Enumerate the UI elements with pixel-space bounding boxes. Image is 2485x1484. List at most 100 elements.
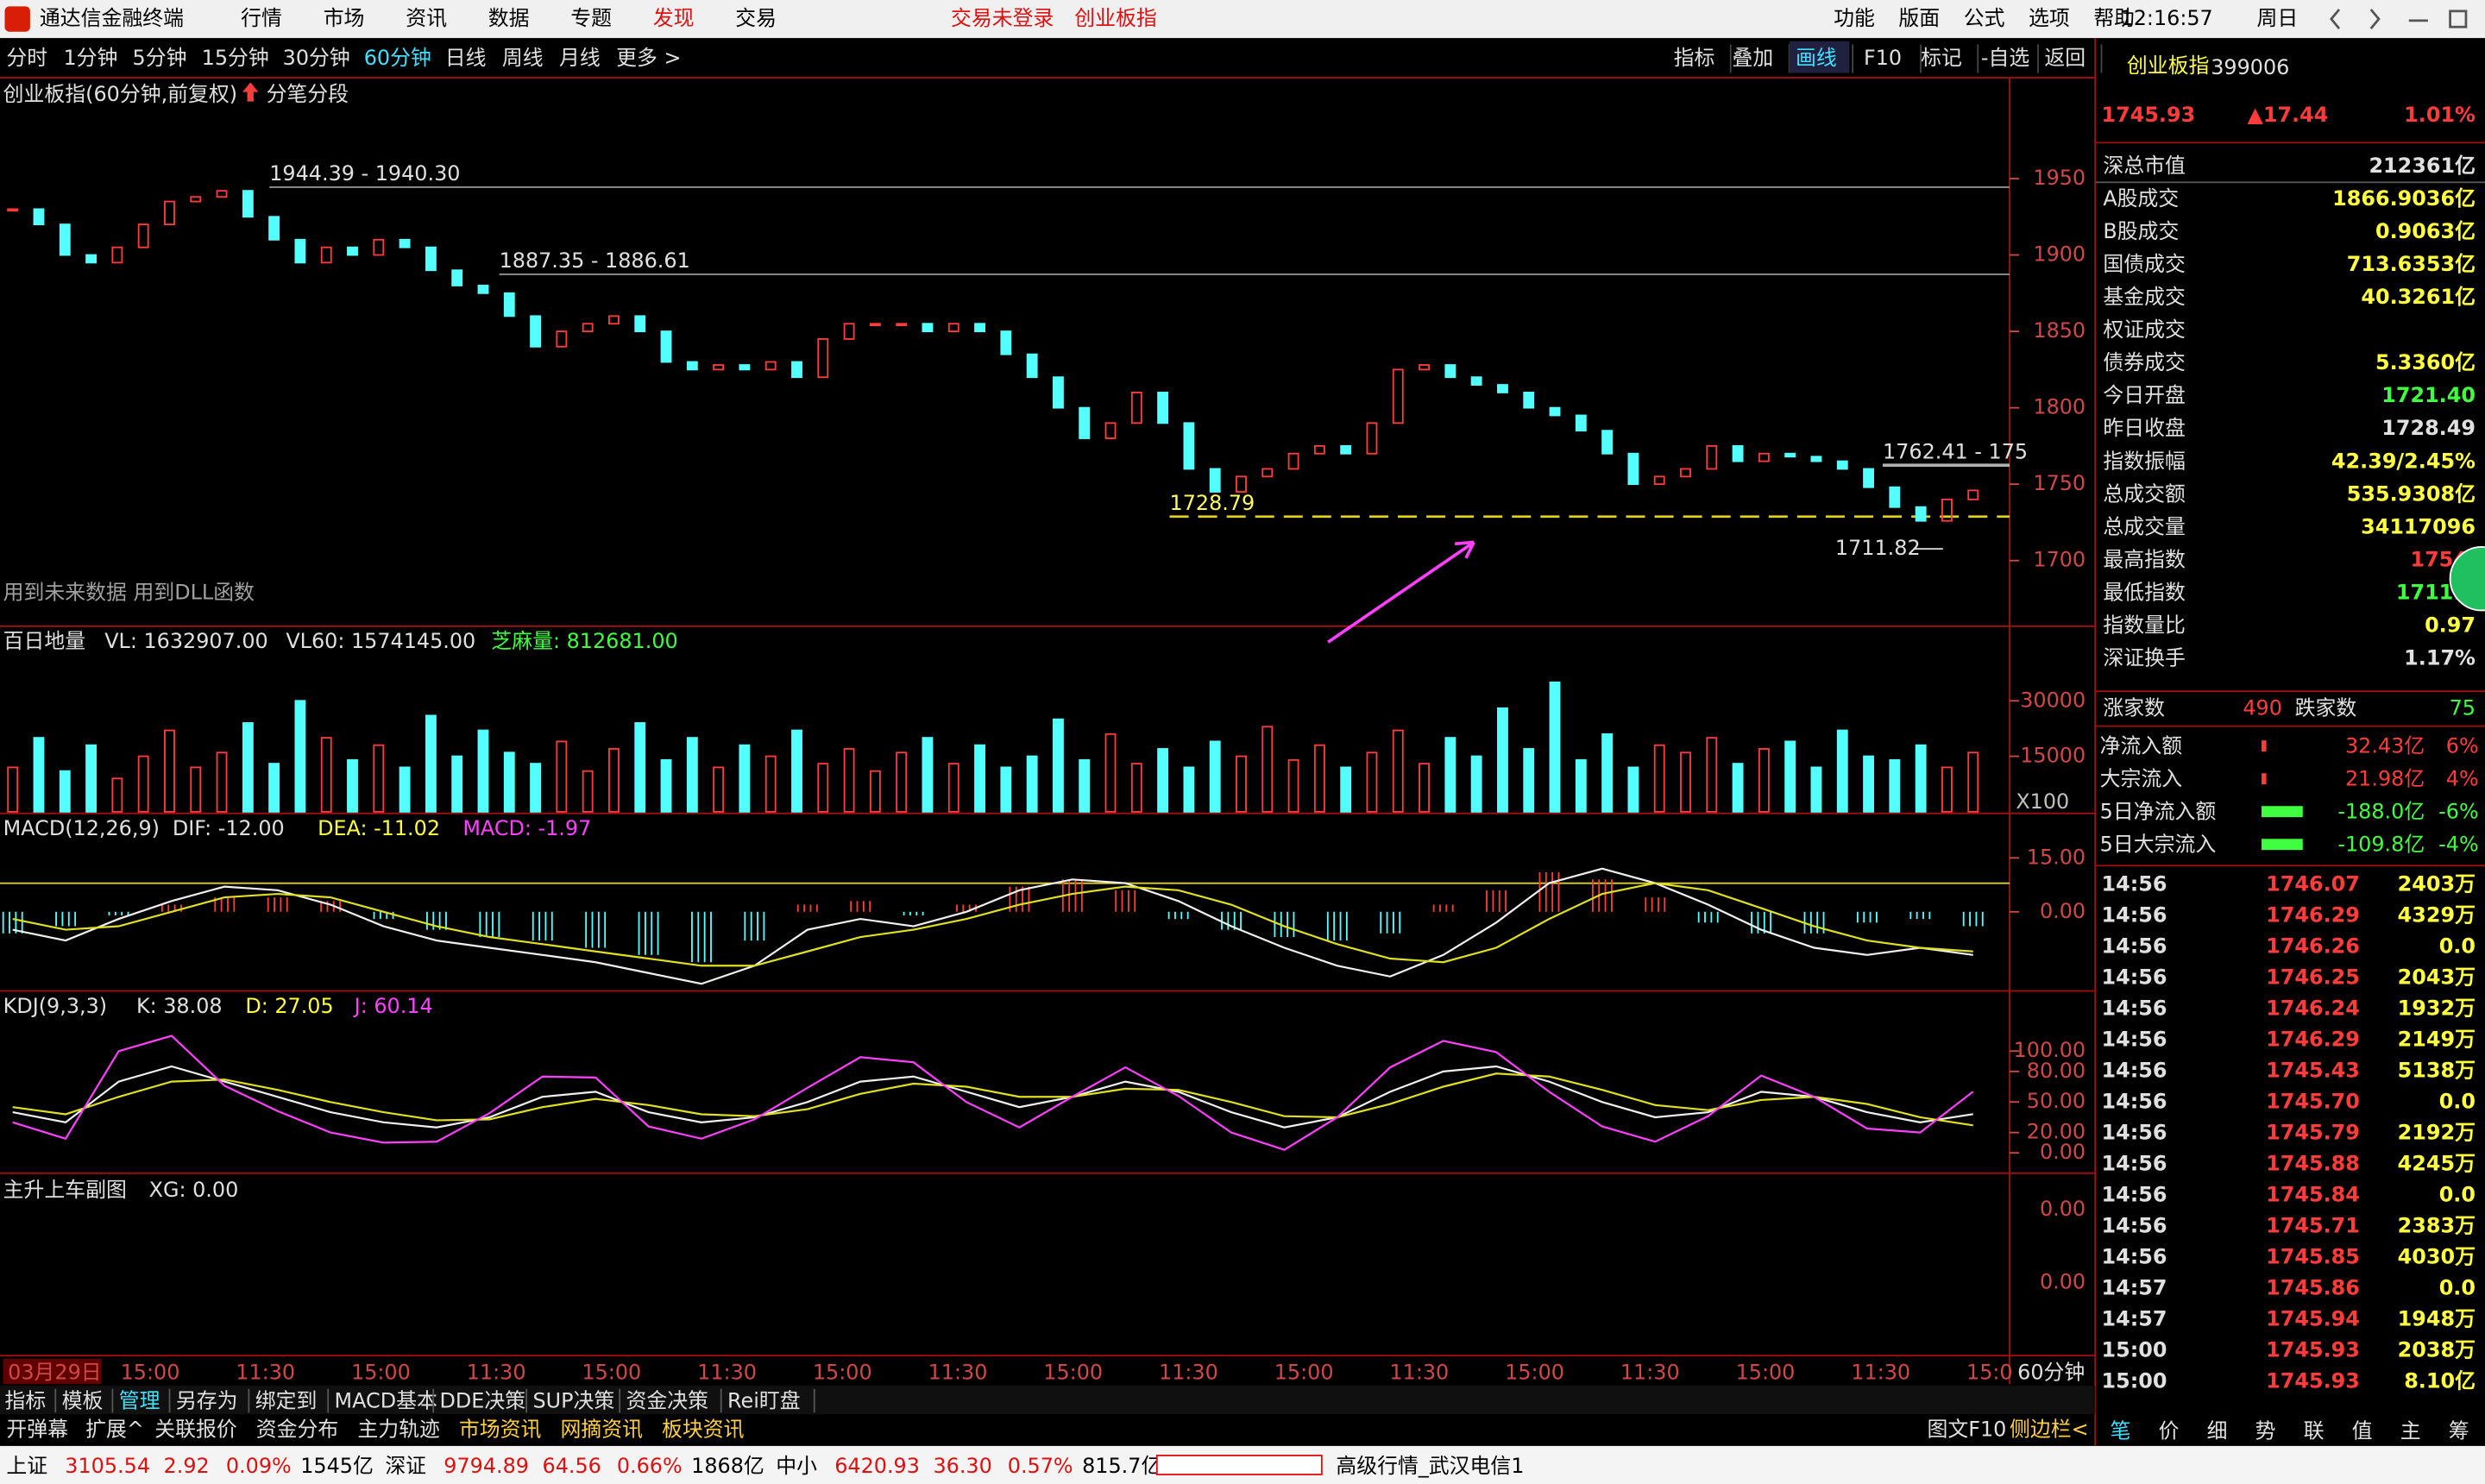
bottom-tab[interactable]: Rei盯盘 — [727, 1388, 801, 1412]
trade-price: 1746.25 — [2266, 965, 2360, 989]
menu-notice[interactable]: 交易未登录 — [951, 6, 1054, 30]
tool-button[interactable]: 画线 — [1796, 46, 1837, 70]
volume-bar — [85, 744, 98, 813]
flow-value: 32.43亿 — [2345, 734, 2425, 758]
period-tab[interactable]: 5分钟 — [133, 46, 187, 70]
quote-value: 42.39/2.45% — [2331, 449, 2476, 473]
period-tab[interactable]: 分时 — [6, 46, 47, 70]
tool-button[interactable]: 指标 — [1674, 46, 1715, 70]
menu-item[interactable]: 交易 — [735, 6, 777, 30]
bottom-right-link[interactable]: 图文F10 — [1927, 1418, 2006, 1442]
flow-value: -109.8亿 — [2337, 833, 2425, 857]
maximize[interactable] — [2449, 9, 2468, 28]
y-tick-label: 1950 — [2033, 166, 2086, 190]
bottom-tab[interactable]: 管理 — [119, 1388, 160, 1412]
quote-label: B股成交 — [2103, 219, 2179, 243]
status-item: 上证 — [6, 1454, 47, 1478]
period-tab[interactable]: 更多 > — [616, 46, 681, 70]
status-item: 深证 — [385, 1454, 426, 1478]
candle — [1340, 444, 1352, 455]
trade-time: 14:56 — [2102, 1152, 2167, 1176]
volume-bar — [1287, 758, 1299, 813]
trade-price: 1745.84 — [2266, 1183, 2360, 1207]
bottom-tab[interactable]: 绑定到 — [255, 1388, 318, 1412]
side-tab[interactable]: 笔 — [2111, 1418, 2131, 1443]
panel-stat: VL60: 1574145.00 — [286, 629, 475, 653]
tool-button[interactable]: -自选 — [1981, 46, 2029, 70]
menu-right-item[interactable]: 选项 — [2029, 6, 2070, 30]
trade-volume: 0.0 — [2439, 1276, 2476, 1300]
menu-right-item[interactable]: 帮助 — [2093, 6, 2135, 30]
side-tab[interactable]: 值 — [2352, 1418, 2373, 1443]
bottom-tab[interactable]: 指标 — [5, 1388, 47, 1412]
menu-item[interactable]: 数据 — [488, 6, 530, 30]
candle — [373, 238, 385, 256]
quote-label: 深证换手 — [2103, 646, 2185, 670]
y-tick-label: 20.00 — [2027, 1120, 2086, 1144]
menu-item[interactable]: 资讯 — [406, 6, 447, 30]
x-tick-label: 15:00 — [1043, 1360, 1103, 1384]
period-tab[interactable]: 15分钟 — [202, 46, 269, 70]
volume-bar — [817, 763, 829, 813]
bottom-link[interactable]: 板块资讯 — [662, 1418, 745, 1442]
tool-button[interactable]: 返回 — [2044, 46, 2086, 70]
bottom-tab[interactable]: 模板 — [62, 1388, 104, 1412]
period-tab[interactable]: 日线 — [445, 46, 487, 70]
panel-stat: K: 38.08 — [136, 994, 223, 1018]
bottom-link[interactable]: 主力轨迹 — [357, 1418, 440, 1442]
tool-button[interactable]: 叠加 — [1733, 46, 1774, 70]
menu-item[interactable]: 市场 — [324, 6, 365, 30]
bottom-tab[interactable]: SUP决策 — [533, 1388, 615, 1412]
panel-title: KDJ(9,3,3) — [3, 994, 107, 1018]
side-tab[interactable]: 主 — [2400, 1418, 2421, 1443]
trade-time: 14:56 — [2102, 934, 2167, 958]
menu-item[interactable]: 行情 — [241, 6, 282, 30]
period-tab[interactable]: 1分钟 — [63, 46, 117, 70]
flow-indicator — [2262, 806, 2303, 818]
menu-item[interactable]: 发现 — [653, 6, 695, 30]
flow-value: -188.0亿 — [2337, 800, 2425, 824]
level-label: 1728.79 — [1170, 491, 1255, 515]
bottom-tab[interactable]: 另存为 — [176, 1388, 238, 1412]
status-item: 1545亿 — [300, 1454, 374, 1478]
candle — [1392, 368, 1404, 424]
volume-bar — [190, 766, 202, 813]
bottom-tab[interactable]: 资金决策 — [626, 1388, 709, 1412]
bottom-link[interactable]: 扩展^ — [85, 1418, 144, 1442]
period-tab[interactable]: 周线 — [502, 46, 544, 70]
candle — [947, 323, 959, 332]
side-tab[interactable]: 势 — [2255, 1418, 2276, 1443]
bottom-link[interactable]: 市场资讯 — [459, 1418, 542, 1442]
period-tab[interactable]: 30分钟 — [283, 46, 350, 70]
bottom-link[interactable]: 资金分布 — [256, 1418, 338, 1442]
menu-right-item[interactable]: 功能 — [1834, 6, 1875, 30]
y-tick-label: 80.00 — [2027, 1059, 2086, 1083]
menu-item[interactable]: 专题 — [570, 6, 612, 30]
volume-bar — [1130, 763, 1142, 813]
candle — [1287, 452, 1299, 470]
side-tab[interactable]: 筹 — [2449, 1418, 2469, 1443]
side-tab[interactable]: 细 — [2207, 1418, 2228, 1443]
period-tab[interactable]: 月线 — [559, 46, 601, 70]
menu-right-item[interactable]: 公式 — [1964, 6, 2005, 30]
period-tab[interactable]: 60分钟 — [364, 46, 431, 70]
menu-notice[interactable]: 创业板指 — [1074, 6, 1156, 30]
nav-back[interactable] — [2330, 9, 2341, 29]
bottom-link[interactable]: 开弹幕 — [6, 1418, 68, 1442]
tool-button[interactable]: F10 — [1864, 46, 1902, 70]
bottom-tab[interactable]: MACD基本 — [335, 1388, 437, 1412]
candle — [556, 330, 568, 348]
x-tick-label: 15:00 — [351, 1360, 411, 1384]
side-tab[interactable]: 价 — [2159, 1418, 2180, 1443]
nav-forward[interactable] — [2369, 9, 2381, 29]
side-tab[interactable]: 联 — [2304, 1418, 2325, 1443]
menu-right-item[interactable]: 版面 — [1898, 6, 1940, 30]
bottom-tab[interactable]: DDE决策 — [440, 1388, 526, 1412]
tool-button[interactable]: 标记 — [1921, 46, 1962, 70]
breadth-label: 涨家数 — [2103, 695, 2165, 720]
bottom-right-link[interactable]: 侧边栏< — [2010, 1418, 2089, 1442]
volume-bar — [1236, 755, 1247, 813]
bottom-link[interactable]: 关联报价 — [154, 1418, 237, 1442]
bottom-link[interactable]: 网摘资讯 — [560, 1418, 643, 1442]
trade-time: 14:56 — [2102, 996, 2167, 1020]
